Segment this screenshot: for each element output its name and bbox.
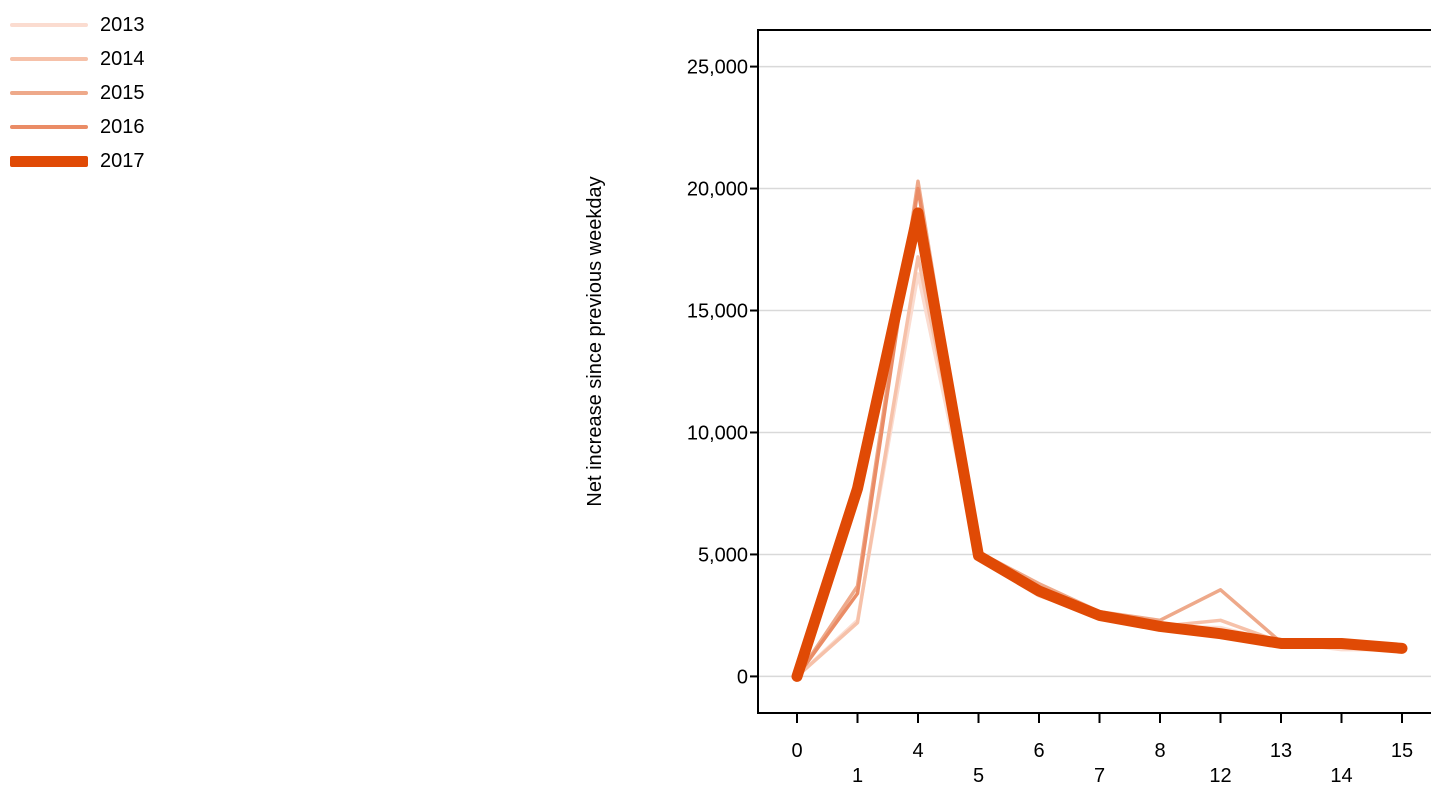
x-tick-label: 15 xyxy=(1391,740,1413,762)
legend: 2013 2014 2015 2016 2017 xyxy=(10,8,145,178)
x-tick-label: 14 xyxy=(1330,765,1352,785)
legend-item-2017: 2017 xyxy=(10,144,145,178)
legend-label: 2013 xyxy=(100,13,145,36)
legend-swatch xyxy=(10,57,88,61)
legend-item-2016: 2016 xyxy=(10,110,145,144)
legend-item-2015: 2015 xyxy=(10,76,145,110)
x-tick-label: 5 xyxy=(973,765,984,785)
y-tick-label: 10,000 xyxy=(687,422,748,444)
series-line-2015 xyxy=(795,179,1404,679)
axis-frame xyxy=(757,29,1431,714)
y-tick-label: 0 xyxy=(737,666,748,688)
y-tick-label: 5,000 xyxy=(698,544,748,566)
legend-swatch xyxy=(10,125,88,129)
legend-label: 2014 xyxy=(100,47,145,70)
y-tick-label: 15,000 xyxy=(687,301,748,323)
x-tick-label: 1 xyxy=(852,765,863,785)
x-tick-label: 4 xyxy=(912,740,923,762)
x-tick-label: 0 xyxy=(791,740,802,762)
x-tick-label: 6 xyxy=(1033,740,1044,762)
y-tick-label: 20,000 xyxy=(687,179,748,201)
y-axis-title: Net increase since previous weekday xyxy=(584,176,606,506)
series-lines xyxy=(791,179,1408,682)
legend-item-2013: 2013 xyxy=(10,8,145,42)
legend-label: 2017 xyxy=(100,149,145,172)
x-tick-label: 13 xyxy=(1270,740,1292,762)
y-tick-label: 25,000 xyxy=(687,57,748,79)
legend-swatch xyxy=(10,91,88,95)
legend-label: 2016 xyxy=(100,115,145,138)
x-tick-label: 7 xyxy=(1094,765,1105,785)
legend-swatch xyxy=(10,155,88,167)
legend-item-2014: 2014 xyxy=(10,42,145,76)
x-tick-label: 12 xyxy=(1209,765,1231,785)
ticks: 05,00010,00015,00020,00025,0000145678121… xyxy=(687,57,1413,785)
x-tick-label: 8 xyxy=(1154,740,1165,762)
legend-label: 2015 xyxy=(100,81,145,104)
legend-swatch xyxy=(10,23,88,27)
series-line-2017 xyxy=(791,207,1408,682)
axes xyxy=(757,29,1431,714)
